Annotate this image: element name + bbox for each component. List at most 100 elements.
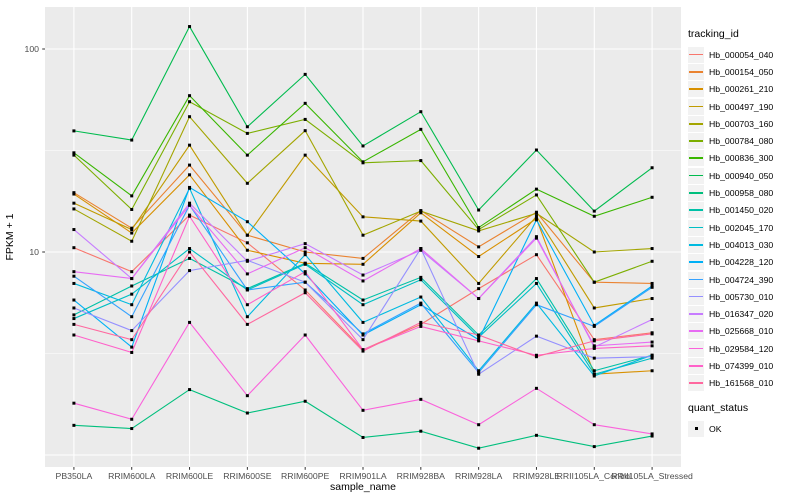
legend-item-Hb_161568_010: Hb_161568_010 [688,375,800,392]
legend-item-label: Hb_000054_040 [709,49,774,60]
data-point [361,279,365,283]
data-point [650,355,654,359]
legend-item-Hb_000958_080: Hb_000958_080 [688,184,800,202]
data-point [477,208,481,212]
data-point [303,250,307,254]
legend-item-Hb_000054_040: Hb_000054_040 [688,46,800,63]
legend-color-items: Hb_000054_040 Hb_000154_050 Hb_000261_210 H… [688,46,800,392]
data-point [245,315,249,319]
data-point [303,129,307,133]
legend-item-Hb_002045_170: Hb_002045_170 [688,219,800,236]
legend-item-Hb_029584_120: Hb_029584_120 [688,340,800,357]
x-tick-label: RRIM901LA [339,471,387,481]
legend-item-Hb_000784_080: Hb_000784_080 [688,132,800,150]
data-point [72,270,76,274]
legend-key-line [689,140,703,142]
legend-item-quant-OK: OK [688,420,800,437]
data-point [188,214,192,218]
data-point [361,408,365,412]
legend-title-tracking-id: tracking_id [688,28,739,40]
data-point [72,401,76,405]
data-point [534,214,538,218]
legend-key [688,63,704,80]
data-point [650,344,654,348]
data-point [130,239,134,243]
legend-item-label: Hb_029584_120 [709,343,774,354]
data-point [361,160,365,164]
legend-item-label: Hb_000703_160 [709,118,774,129]
data-point [419,127,423,131]
legend-key [688,81,704,98]
legend-item-label: Hb_000958_080 [709,188,774,199]
data-point [72,201,76,205]
data-point [361,332,365,336]
legend-item-label: Hb_000154_050 [709,66,774,77]
legend-item-label: Hb_005730_010 [709,291,774,302]
data-point [188,201,192,205]
legend-item-label: Hb_016347_020 [709,309,774,320]
data-point [477,370,481,374]
data-point [592,344,596,348]
legend-item-Hb_000836_300: Hb_000836_300 [688,150,800,167]
data-point [534,301,538,305]
data-point [245,322,249,326]
data-point [303,72,307,76]
data-point [419,219,423,223]
data-point [130,350,134,354]
data-point [477,339,481,343]
data-point [130,284,134,288]
legend-item-Hb_000940_050: Hb_000940_050 [688,167,800,184]
data-point [361,435,365,439]
legend-key-line [689,382,703,384]
data-point [188,247,192,251]
data-point [592,214,596,218]
legend-shape-items: OK [688,420,800,437]
legend-key [688,271,704,288]
data-point [650,259,654,263]
data-point [534,253,538,257]
x-tick-label: RRIM928LA [455,471,503,481]
data-point [650,195,654,199]
legend-key-line [689,226,703,229]
legend-item-label: Hb_004724_390 [709,274,774,285]
data-point [245,303,249,307]
data-point [303,242,307,246]
legend-key-line [689,243,703,246]
data-point [650,297,654,301]
data-point [419,324,423,328]
data-point [72,151,76,155]
legend-key [688,133,704,150]
data-point [130,329,134,333]
data-point [361,349,365,353]
data-point [130,138,134,142]
data-point [592,369,596,373]
data-point [245,272,249,276]
legend-item-label: Hb_000836_300 [709,153,774,164]
data-point [477,297,481,301]
data-point [650,340,654,344]
legend-item-label: Hb_074399_010 [709,360,774,371]
data-point [361,262,365,266]
legend-key-line [689,157,703,160]
legend-item-Hb_004013_030: Hb_004013_030 [688,236,800,253]
data-point [130,315,134,319]
data-point [361,256,365,260]
data-point [72,333,76,337]
legend: tracking_id Hb_000054_040 Hb_000154_050 Hb… [688,28,800,438]
legend-item-Hb_000497_190: Hb_000497_190 [688,98,800,115]
data-point [650,369,654,373]
legend-item-label: Hb_025668_010 [709,326,774,337]
x-tick-label: RRII105LA_Control [557,471,632,481]
data-point [188,100,192,104]
legend-key [688,323,704,340]
y-axis-tick-labels: 100 10 [25,44,40,257]
legend-item-label: Hb_000261_210 [709,84,774,95]
data-point [188,173,192,177]
data-point [72,129,76,133]
legend-key-line [689,122,703,125]
data-point [650,247,654,251]
legend-key-line [689,105,703,108]
data-point [188,115,192,119]
legend-title-quant-status: quant_status [688,401,749,414]
data-point [477,446,481,450]
